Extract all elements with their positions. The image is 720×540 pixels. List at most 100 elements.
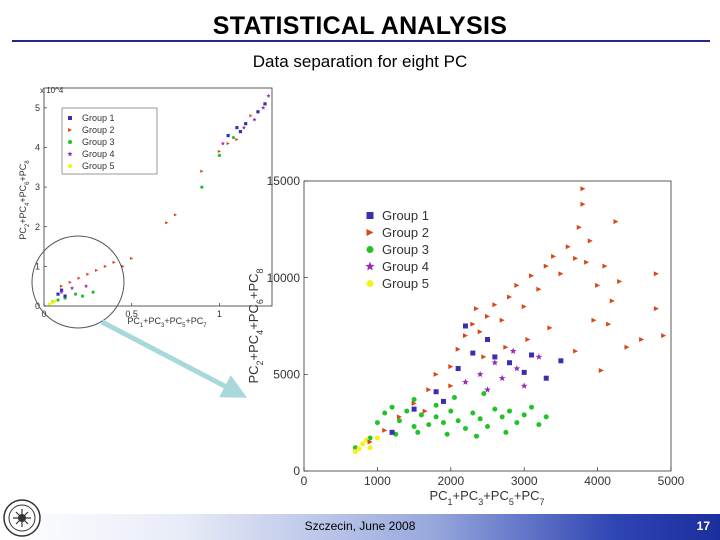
data-point-group-3 <box>543 414 549 420</box>
data-point-group-4 <box>261 105 266 110</box>
y-tick-label: 4 <box>35 143 40 153</box>
data-point-group-2 <box>200 169 204 173</box>
y-tick-label: 0 <box>35 301 40 311</box>
data-point-group-3 <box>404 408 410 414</box>
overview-exponent-label: x 10^4 <box>40 86 64 95</box>
data-point-group-3 <box>389 404 395 410</box>
x-tick-label: 3000 <box>511 474 538 488</box>
data-point-group-3 <box>396 418 402 424</box>
data-point-group-2 <box>609 298 615 304</box>
data-point-group-1 <box>263 102 267 106</box>
slide-title: STATISTICAL ANALYSIS <box>212 12 508 40</box>
data-point-group-2 <box>661 333 667 339</box>
legend-label-5: Group 5 <box>82 161 115 171</box>
data-point-group-4 <box>509 347 517 354</box>
figure-canvas: 0 0.5 1 0 1 2 3 4 5 Group 1 Group 2 Group 3 Group 4… <box>18 86 685 507</box>
data-point-group-4 <box>266 93 271 98</box>
data-point-group-2 <box>68 280 72 284</box>
data-point-group-4 <box>476 370 484 378</box>
legend-label-1: Group 1 <box>382 208 429 223</box>
zoomed-legend: Group 1 Group 2 Group 3 Group 4 Group 5 <box>362 203 474 294</box>
data-point-group-2 <box>173 213 178 217</box>
data-point-group-1 <box>235 126 239 130</box>
zoomed-y-axis-label: PC2+PC4+PC6+PC8 <box>246 268 265 383</box>
legend-box <box>362 203 474 294</box>
zoomed-axes: 0 1000 2000 3000 4000 5000 0 5000 10000 15000 <box>267 174 685 488</box>
zoomed-x-axis-label: PC1+PC3+PC5+PC7 <box>429 488 544 507</box>
data-point-group-2 <box>606 321 612 327</box>
data-point-group-2 <box>448 383 454 389</box>
legend-label-4: Group 4 <box>82 149 115 159</box>
data-point-group-2 <box>481 354 487 360</box>
data-point-group-4 <box>220 141 226 146</box>
legend-box <box>61 107 158 175</box>
data-point-group-3 <box>448 408 454 414</box>
data-point-group-2 <box>598 367 604 373</box>
data-point-group-2 <box>595 282 601 288</box>
data-point-group-2 <box>226 141 230 146</box>
y-tick-label: 15000 <box>267 174 301 188</box>
data-point-group-4 <box>520 382 528 389</box>
data-point-group-2 <box>653 271 659 277</box>
footer-text: Szczecin, June 2008 <box>304 519 416 533</box>
data-point-group-3 <box>455 418 461 424</box>
footer-bar <box>0 514 720 540</box>
data-point-group-2 <box>426 387 432 393</box>
data-point-group-2 <box>217 149 221 154</box>
x-tick-label: 0 <box>41 309 46 319</box>
data-point-group-2 <box>591 317 597 323</box>
overview-legend: Group 1 Group 2 Group 3 Group 4 Group 5 <box>61 107 158 175</box>
data-point-group-2 <box>485 313 490 319</box>
data-point-group-3 <box>470 410 476 416</box>
data-point-group-2 <box>580 201 586 207</box>
legend-marker-3 <box>68 140 72 144</box>
data-point-group-2 <box>551 253 557 259</box>
data-point-group-3 <box>73 292 78 296</box>
data-point-group-3 <box>217 153 221 157</box>
data-point-group-2 <box>382 427 388 433</box>
data-point-group-1 <box>63 294 67 298</box>
y-tick-label: 3 <box>35 182 40 192</box>
data-point-group-2 <box>95 268 99 272</box>
data-point-group-1 <box>256 110 260 114</box>
data-point-group-5 <box>352 449 358 455</box>
legend-marker-5 <box>68 164 72 168</box>
data-point-group-5 <box>360 441 366 447</box>
data-point-group-2 <box>396 414 402 420</box>
data-point-group-1 <box>238 130 243 134</box>
data-point-group-3 <box>200 185 204 189</box>
plot-frame <box>43 87 273 307</box>
data-point-group-3 <box>473 433 479 439</box>
data-point-group-1 <box>389 429 395 435</box>
legend-marker-3 <box>366 246 374 253</box>
data-point-group-3 <box>521 412 527 418</box>
data-point-group-3 <box>481 391 487 397</box>
data-point-group-2 <box>473 306 479 312</box>
data-point-group-2 <box>249 114 253 118</box>
data-point-group-3 <box>507 408 513 414</box>
legend-label-3: Group 3 <box>382 242 429 257</box>
data-point-group-4 <box>462 378 469 385</box>
data-point-group-2 <box>529 273 535 279</box>
data-point-group-1 <box>462 323 468 329</box>
data-point-group-3 <box>80 294 85 298</box>
data-point-group-2 <box>77 276 81 280</box>
legend-label-5: Group 5 <box>382 276 429 291</box>
data-point-group-3 <box>514 420 520 426</box>
data-point-group-2 <box>602 263 608 269</box>
data-point-group-3 <box>433 414 439 420</box>
x-tick-label: 1 <box>217 309 222 319</box>
data-point-group-1 <box>492 354 498 360</box>
zoomed-marks <box>352 186 667 455</box>
data-point-group-2 <box>455 346 461 352</box>
legend-label-1: Group 1 <box>82 113 115 123</box>
data-point-group-3 <box>536 422 542 428</box>
legend-label-4: Group 4 <box>382 259 429 274</box>
overview-scatter-chart: 0 0.5 1 0 1 2 3 4 5 Group 1 Group 2 Group 3 Group 4… <box>18 86 273 329</box>
data-point-group-3 <box>374 420 380 426</box>
data-point-group-2 <box>558 271 564 277</box>
data-point-group-1 <box>244 122 248 126</box>
data-point-group-3 <box>418 412 424 418</box>
legend-marker-4 <box>365 261 375 271</box>
y-tick-label: 5 <box>35 103 40 113</box>
